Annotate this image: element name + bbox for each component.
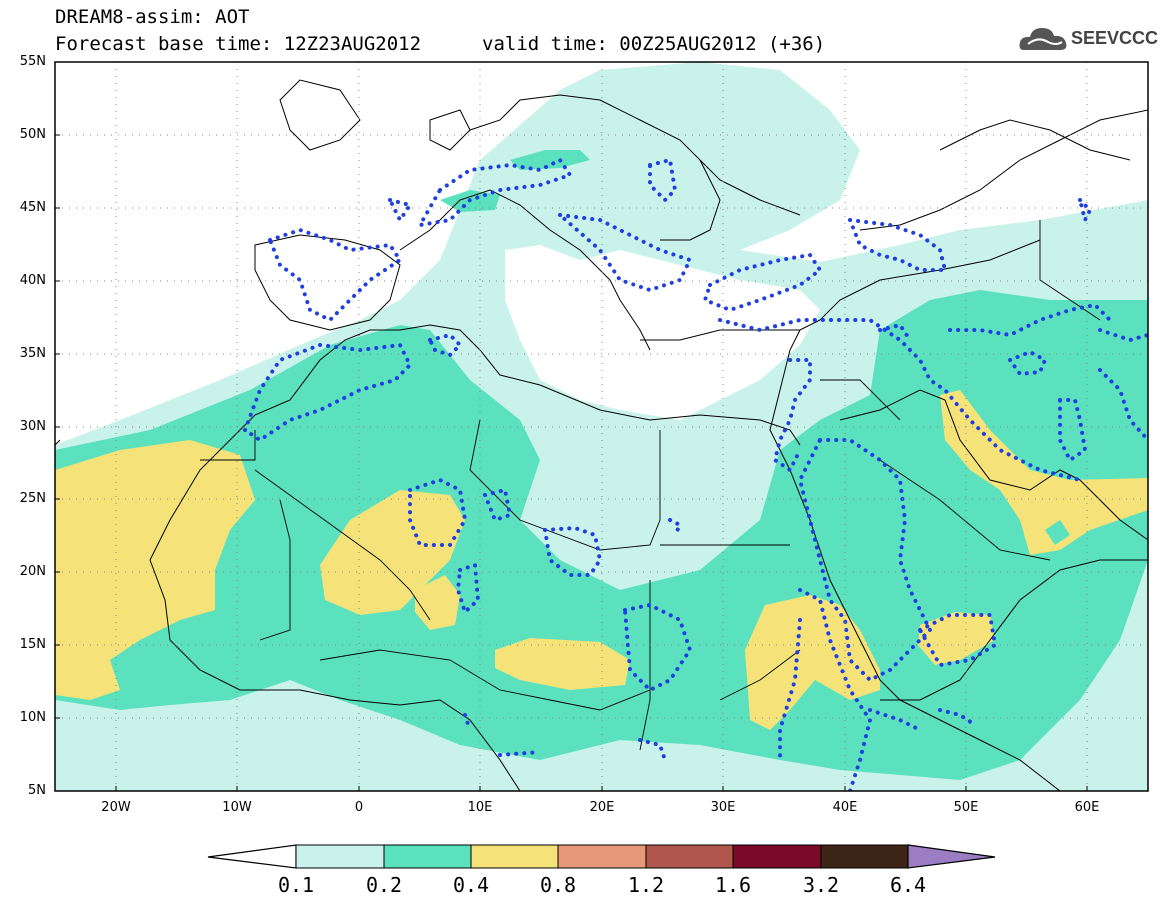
lat-label: 35N	[19, 346, 46, 361]
lon-label: 30E	[710, 800, 736, 815]
colorbar-label: 0.2	[365, 873, 403, 897]
lat-label: 50N	[19, 127, 46, 142]
lon-label: 20W	[101, 800, 131, 815]
lon-label: 10W	[222, 800, 252, 815]
colorbar-label: 1.6	[714, 873, 752, 897]
lat-label: 10N	[19, 710, 46, 725]
base-time-label: Forecast base time: 12Z23AUG2012	[55, 33, 422, 55]
lat-label: 45N	[19, 200, 46, 215]
lat-label: 15N	[19, 637, 46, 652]
colorbar-label: 6.4	[889, 873, 927, 897]
lat-label: 30N	[19, 419, 46, 434]
lat-label: 5N	[28, 783, 46, 798]
lat-label: 25N	[19, 491, 46, 506]
logo-text: SEEVCCC	[1071, 28, 1159, 48]
aot-band-0-2	[55, 290, 1148, 780]
colorbar-bin-4	[645, 844, 734, 869]
aot-band-0-4	[55, 440, 255, 700]
colorbar-low-arrow	[207, 844, 297, 869]
lon-label: 40E	[832, 800, 858, 815]
colorbar-label: 0.8	[539, 873, 577, 897]
colorbar-label: 1.2	[627, 873, 665, 897]
colorbar-bin-3	[557, 844, 647, 869]
colorbar	[207, 844, 996, 869]
lon-label: 60E	[1074, 800, 1100, 815]
borders	[200, 220, 1101, 751]
coastlines	[55, 79, 1148, 791]
colorbar-high-arrow	[907, 844, 996, 869]
seevccc-logo: SEEVCCC	[1018, 22, 1158, 56]
valid-time-label: valid time: 00Z25AUG2012 (+36)	[482, 33, 826, 55]
lon-label: 20E	[589, 800, 615, 815]
colorbar-bin-0	[295, 844, 385, 869]
colorbar-bin-6	[820, 844, 909, 869]
lon-label: 0	[354, 800, 364, 815]
aot-clear-area	[505, 245, 820, 420]
colorbar-label: 0.1	[277, 873, 315, 897]
colorbar-bin-2	[470, 844, 559, 869]
graticule	[55, 62, 1148, 791]
colorbar-bin-1	[383, 844, 472, 869]
axis-ticks	[55, 61, 1088, 791]
lat-label: 40N	[19, 273, 46, 288]
lat-label: 20N	[19, 564, 46, 579]
cloud-icon	[1019, 28, 1067, 50]
map-title: DREAM8-assim: AOT	[55, 6, 250, 28]
lat-label: 55N	[19, 54, 46, 69]
colorbar-bin-5	[732, 844, 822, 869]
dust-contours	[242, 157, 1148, 791]
colorbar-label: 3.2	[802, 873, 840, 897]
lon-label: 50E	[953, 800, 979, 815]
colorbar-label: 0.4	[452, 873, 490, 897]
lon-label: 10E	[467, 800, 493, 815]
